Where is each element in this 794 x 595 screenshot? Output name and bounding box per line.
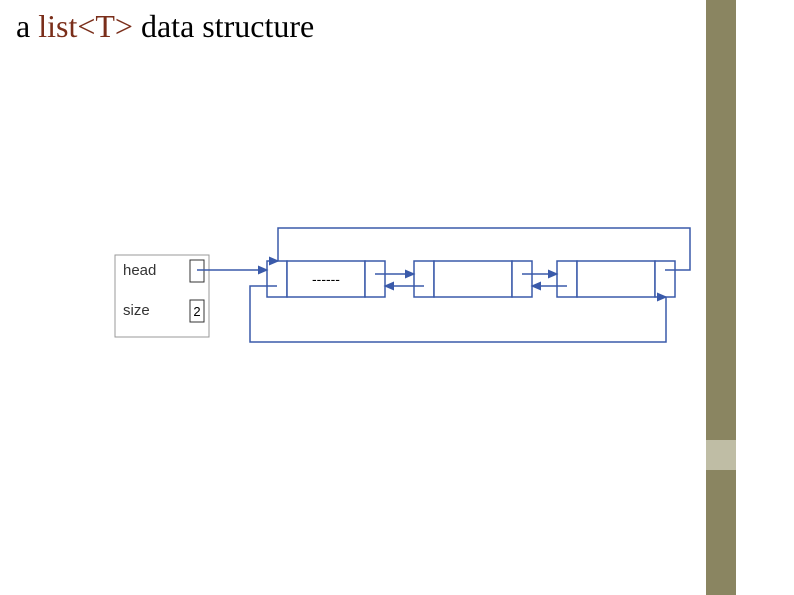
node-data: ------ <box>312 271 340 287</box>
struct-field-label: size <box>123 302 150 319</box>
node-cell <box>557 261 577 297</box>
node-cell <box>414 261 434 297</box>
list-diagram: head size 2 ------ <box>0 0 794 595</box>
node-cell <box>267 261 287 297</box>
node-cell <box>655 261 675 297</box>
struct-field-value: 2 <box>193 304 200 319</box>
node-cell <box>512 261 532 297</box>
node-cell <box>434 261 512 297</box>
node-cell <box>577 261 655 297</box>
struct-field-label: head <box>123 262 156 279</box>
node-cell <box>365 261 385 297</box>
struct-field-box <box>190 260 204 282</box>
